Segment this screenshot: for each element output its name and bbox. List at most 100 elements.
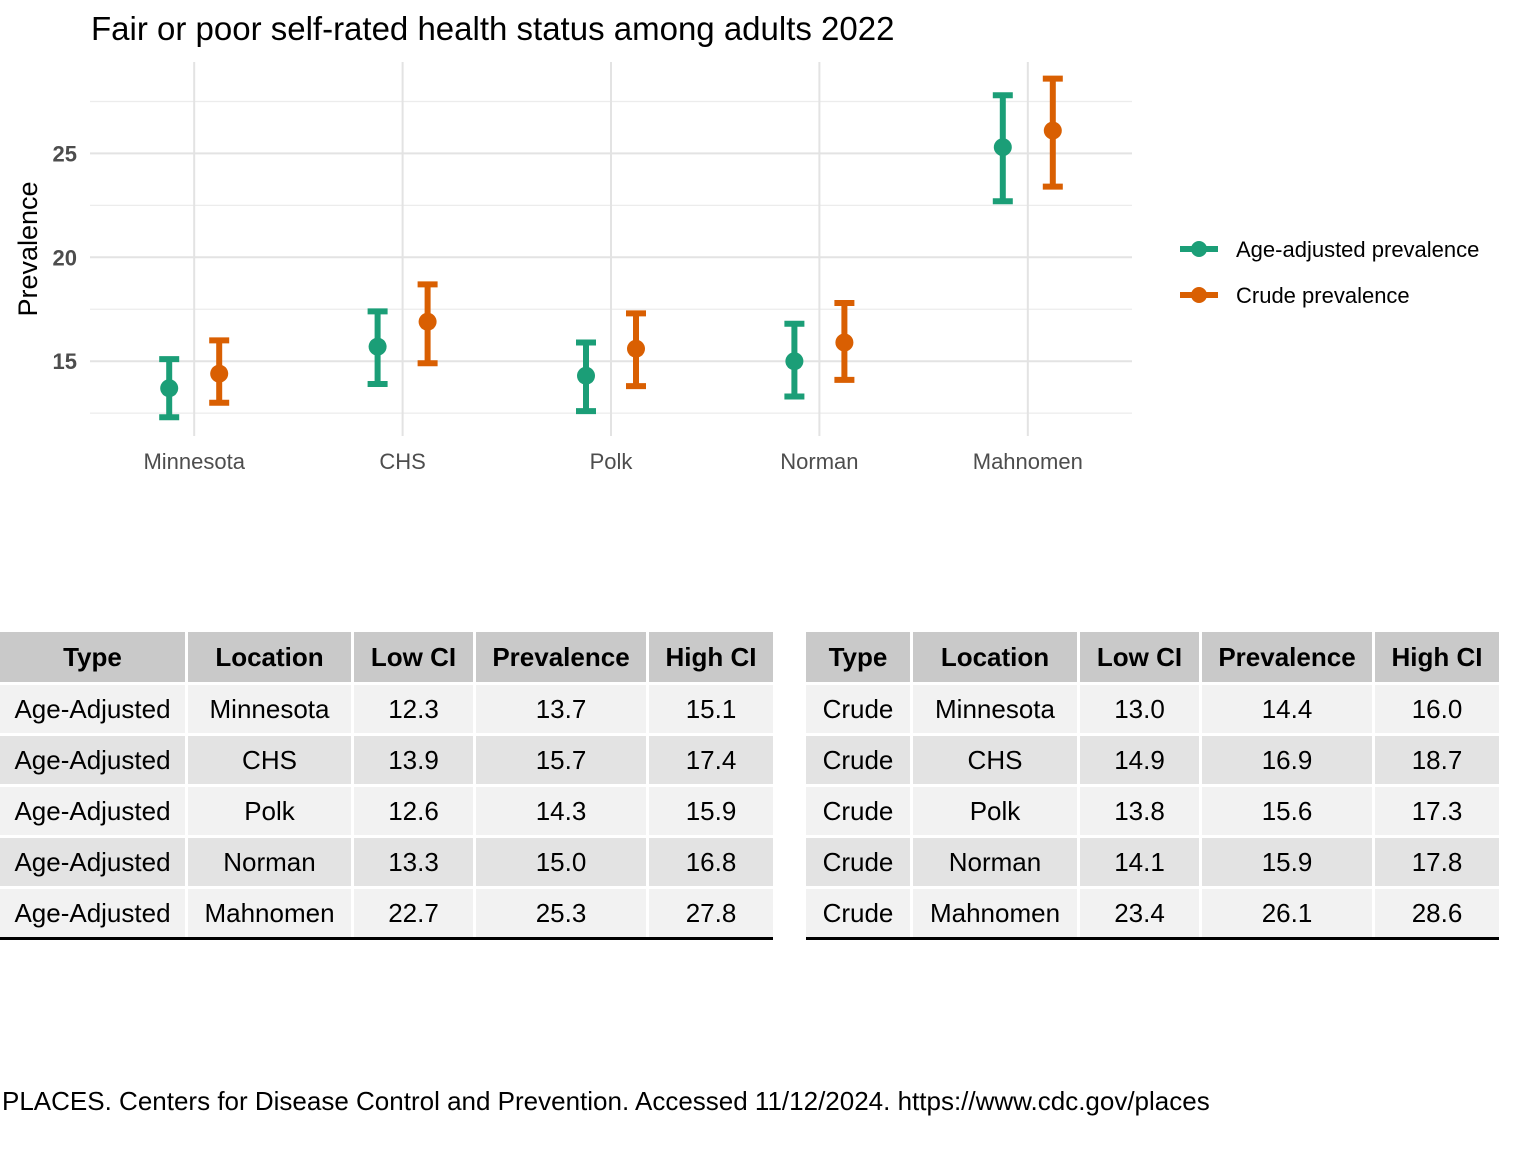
cell-prevalence: 14.4 <box>1199 682 1374 735</box>
cell-location: Norman <box>185 835 353 888</box>
cell-type: Age-Adjusted <box>0 733 187 786</box>
table-row: Crude Polk 13.8 15.6 17.3 <box>806 784 1499 837</box>
table-row: Age-Adjusted Mahnomen 22.7 25.3 27.8 <box>0 886 773 940</box>
data-point <box>785 352 804 371</box>
cell-type: Crude <box>806 886 912 940</box>
data-point <box>210 364 229 383</box>
table-header-row: Type Location Low CI Prevalence High CI <box>806 632 1499 684</box>
cell-prevalence: 15.6 <box>1199 784 1374 837</box>
legend-label: Age-adjusted prevalence <box>1236 237 1479 262</box>
table-row: Age-Adjusted Polk 12.6 14.3 15.9 <box>0 784 773 837</box>
col-header-low-ci: Low CI <box>1077 632 1201 684</box>
cell-prevalence: 15.9 <box>1199 835 1374 888</box>
data-point <box>627 339 645 358</box>
table-row: Age-Adjusted Norman 13.3 15.0 16.8 <box>0 835 773 888</box>
legend-label: Crude prevalence <box>1236 283 1410 308</box>
table-row: Crude Minnesota 13.0 14.4 16.0 <box>806 682 1499 735</box>
prevalence-chart: 15 20 25 Prevalence Minnesota CHS Polk Norman Ma… <box>13 62 1479 474</box>
cell-high-ci: 17.8 <box>1372 835 1499 888</box>
cell-low-ci: 14.1 <box>1077 835 1201 888</box>
legend-key-point <box>1191 241 1207 257</box>
y-tick-label: 25 <box>53 141 77 166</box>
cell-prevalence: 14.3 <box>473 784 648 837</box>
cell-high-ci: 17.3 <box>1372 784 1499 837</box>
table-row: Crude CHS 14.9 16.9 18.7 <box>806 733 1499 786</box>
chart-title: Fair or poor self-rated health status am… <box>91 10 895 47</box>
col-header-location: Location <box>185 632 353 684</box>
table-row: Age-Adjusted CHS 13.9 15.7 17.4 <box>0 733 773 786</box>
age-adjusted-table-container: Type Location Low CI Prevalence High CI … <box>0 632 773 940</box>
cell-prevalence: 26.1 <box>1199 886 1374 940</box>
cell-type: Crude <box>806 682 912 735</box>
col-header-prevalence: Prevalence <box>1199 632 1374 684</box>
cell-low-ci: 12.6 <box>351 784 475 837</box>
cell-type: Age-Adjusted <box>0 682 187 735</box>
data-point <box>418 312 437 331</box>
x-tick-label: Mahnomen <box>973 449 1083 474</box>
cell-location: Mahnomen <box>910 886 1079 940</box>
cell-high-ci: 16.8 <box>646 835 773 888</box>
data-point <box>993 138 1012 157</box>
cell-low-ci: 22.7 <box>351 886 475 940</box>
x-tick-label: Polk <box>590 449 634 474</box>
data-point <box>1043 121 1062 140</box>
cell-low-ci: 13.8 <box>1077 784 1201 837</box>
col-header-low-ci: Low CI <box>351 632 475 684</box>
cell-low-ci: 12.3 <box>351 682 475 735</box>
cell-prevalence: 15.0 <box>473 835 648 888</box>
cell-type: Age-Adjusted <box>0 784 187 837</box>
age-adjusted-table: Type Location Low CI Prevalence High CI … <box>0 632 773 940</box>
cell-low-ci: 13.0 <box>1077 682 1201 735</box>
cell-high-ci: 28.6 <box>1372 886 1499 940</box>
source-citation: PLACES. Centers for Disease Control and … <box>2 1086 1210 1116</box>
col-header-location: Location <box>910 632 1079 684</box>
cell-location: CHS <box>910 733 1079 786</box>
cell-location: Polk <box>185 784 353 837</box>
cell-location: Norman <box>910 835 1079 888</box>
data-point <box>160 379 179 398</box>
cell-high-ci: 27.8 <box>646 886 773 940</box>
cell-type: Age-Adjusted <box>0 886 187 940</box>
cell-type: Age-Adjusted <box>0 835 187 888</box>
cell-high-ci: 18.7 <box>1372 733 1499 786</box>
cell-location: Mahnomen <box>185 886 353 940</box>
cell-high-ci: 17.4 <box>646 733 773 786</box>
x-tick-label: Norman <box>780 449 858 474</box>
crude-table-container: Type Location Low CI Prevalence High CI … <box>806 632 1499 940</box>
cell-low-ci: 23.4 <box>1077 886 1201 940</box>
col-header-type: Type <box>806 632 912 684</box>
cell-prevalence: 15.7 <box>473 733 648 786</box>
table-row: Crude Norman 14.1 15.9 17.8 <box>806 835 1499 888</box>
cell-high-ci: 15.9 <box>646 784 773 837</box>
crude-table: Type Location Low CI Prevalence High CI … <box>806 632 1499 940</box>
data-point <box>577 366 595 385</box>
cell-low-ci: 13.9 <box>351 733 475 786</box>
cell-type: Crude <box>806 784 912 837</box>
y-tick-label: 15 <box>53 349 77 374</box>
table-header-row: Type Location Low CI Prevalence High CI <box>0 632 773 684</box>
cell-low-ci: 14.9 <box>1077 733 1201 786</box>
y-tick-label: 20 <box>53 245 77 270</box>
data-point <box>368 337 387 356</box>
col-header-high-ci: High CI <box>646 632 773 684</box>
cell-prevalence: 13.7 <box>473 682 648 735</box>
table-row: Crude Mahnomen 23.4 26.1 28.6 <box>806 886 1499 940</box>
cell-high-ci: 15.1 <box>646 682 773 735</box>
cell-type: Crude <box>806 835 912 888</box>
cell-location: Polk <box>910 784 1079 837</box>
x-tick-label: Minnesota <box>143 449 245 474</box>
cell-location: Minnesota <box>910 682 1079 735</box>
table-row: Age-Adjusted Minnesota 12.3 13.7 15.1 <box>0 682 773 735</box>
col-header-high-ci: High CI <box>1372 632 1499 684</box>
cell-location: Minnesota <box>185 682 353 735</box>
cell-high-ci: 16.0 <box>1372 682 1499 735</box>
legend-key-point <box>1191 287 1207 303</box>
cell-location: CHS <box>185 733 353 786</box>
col-header-type: Type <box>0 632 187 684</box>
data-point <box>835 333 854 352</box>
y-axis-label: Prevalence <box>13 181 43 316</box>
cell-low-ci: 13.3 <box>351 835 475 888</box>
cell-type: Crude <box>806 733 912 786</box>
col-header-prevalence: Prevalence <box>473 632 648 684</box>
cell-prevalence: 16.9 <box>1199 733 1374 786</box>
